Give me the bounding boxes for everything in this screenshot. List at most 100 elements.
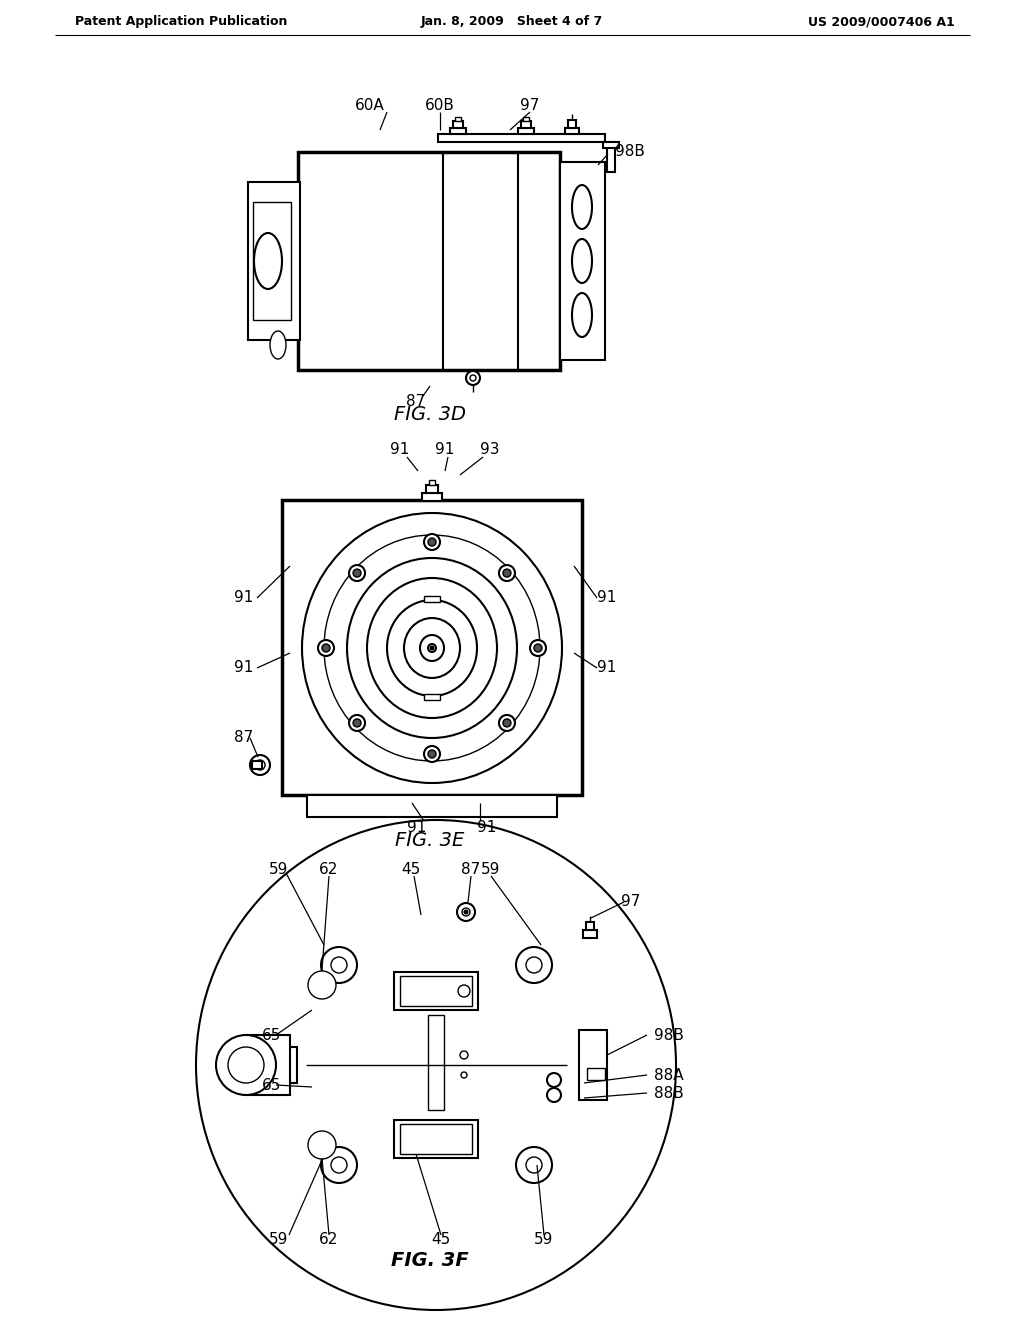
Text: 93: 93 <box>480 442 500 458</box>
Bar <box>579 1030 607 1100</box>
Bar <box>424 597 440 602</box>
Bar <box>523 117 529 121</box>
Text: 98B: 98B <box>654 1027 684 1043</box>
Circle shape <box>534 644 542 652</box>
Circle shape <box>516 1147 552 1183</box>
Text: 65: 65 <box>262 1027 282 1043</box>
Text: 87: 87 <box>234 730 254 746</box>
Circle shape <box>499 565 515 581</box>
Bar <box>422 492 442 502</box>
Circle shape <box>428 644 436 652</box>
Circle shape <box>547 1088 561 1102</box>
Bar <box>394 1119 478 1158</box>
Text: 87: 87 <box>462 862 480 878</box>
Circle shape <box>318 640 334 656</box>
Bar <box>307 795 557 817</box>
Text: 59: 59 <box>269 1233 289 1247</box>
Text: 97: 97 <box>520 98 540 112</box>
Circle shape <box>331 957 347 973</box>
Text: 59: 59 <box>535 1233 554 1247</box>
Text: 91: 91 <box>390 442 410 458</box>
Bar <box>248 182 300 341</box>
Circle shape <box>526 957 542 973</box>
Text: 97: 97 <box>622 895 641 909</box>
Ellipse shape <box>302 513 562 783</box>
Text: 98B: 98B <box>615 144 645 160</box>
Bar <box>400 975 472 1006</box>
Bar <box>394 972 478 1010</box>
Text: FIG. 3E: FIG. 3E <box>395 830 465 850</box>
Bar <box>586 921 594 931</box>
Bar <box>583 931 597 939</box>
Bar <box>426 484 438 492</box>
Bar <box>518 128 534 135</box>
Bar <box>521 121 531 128</box>
Bar <box>294 920 579 1210</box>
Circle shape <box>460 1051 468 1059</box>
Text: 91: 91 <box>234 660 254 676</box>
Circle shape <box>331 1158 347 1173</box>
Bar <box>565 128 579 135</box>
Text: 45: 45 <box>401 862 421 878</box>
Circle shape <box>457 903 475 921</box>
Circle shape <box>308 972 336 999</box>
Circle shape <box>503 719 511 727</box>
Bar <box>253 202 291 319</box>
Text: 87: 87 <box>407 395 426 409</box>
Text: Patent Application Publication: Patent Application Publication <box>75 16 288 29</box>
Circle shape <box>428 750 436 758</box>
Text: 45: 45 <box>431 1233 451 1247</box>
Circle shape <box>349 565 365 581</box>
Circle shape <box>322 644 330 652</box>
Circle shape <box>547 1073 561 1086</box>
Circle shape <box>499 715 515 731</box>
Ellipse shape <box>572 185 592 228</box>
Circle shape <box>216 1035 276 1096</box>
Bar <box>450 128 466 135</box>
Text: 91: 91 <box>597 590 616 606</box>
Text: Jan. 8, 2009   Sheet 4 of 7: Jan. 8, 2009 Sheet 4 of 7 <box>421 16 603 29</box>
Text: 91: 91 <box>234 590 254 606</box>
Text: 60A: 60A <box>355 98 385 112</box>
Circle shape <box>321 1147 357 1183</box>
Bar <box>455 117 461 121</box>
Circle shape <box>250 755 270 775</box>
Ellipse shape <box>324 535 540 762</box>
Ellipse shape <box>347 558 517 738</box>
Circle shape <box>464 909 468 913</box>
Text: 91: 91 <box>408 820 427 834</box>
Text: 59: 59 <box>481 862 501 878</box>
Circle shape <box>428 539 436 546</box>
Circle shape <box>516 946 552 983</box>
Bar <box>298 152 560 370</box>
Circle shape <box>503 569 511 577</box>
Circle shape <box>349 715 365 731</box>
Bar <box>252 762 262 770</box>
Circle shape <box>530 640 546 656</box>
Circle shape <box>353 569 361 577</box>
Ellipse shape <box>367 578 497 718</box>
Text: 88A: 88A <box>654 1068 684 1082</box>
Text: 59: 59 <box>269 862 289 878</box>
Text: FIG. 3F: FIG. 3F <box>391 1250 469 1270</box>
Circle shape <box>461 1072 467 1078</box>
Text: FIG. 3D: FIG. 3D <box>394 405 466 425</box>
Circle shape <box>462 908 470 916</box>
Circle shape <box>430 645 434 649</box>
Bar <box>438 135 605 143</box>
Circle shape <box>321 946 357 983</box>
Bar <box>428 1015 444 1110</box>
Circle shape <box>424 535 440 550</box>
Circle shape <box>255 760 265 770</box>
Text: 91: 91 <box>477 820 497 834</box>
Text: 91: 91 <box>597 660 616 676</box>
Bar <box>568 120 575 128</box>
Circle shape <box>466 371 480 385</box>
Ellipse shape <box>420 635 444 661</box>
Circle shape <box>308 1131 336 1159</box>
Ellipse shape <box>572 239 592 282</box>
Bar <box>429 480 435 484</box>
Bar <box>560 162 605 360</box>
Ellipse shape <box>196 820 676 1309</box>
Ellipse shape <box>254 234 282 289</box>
